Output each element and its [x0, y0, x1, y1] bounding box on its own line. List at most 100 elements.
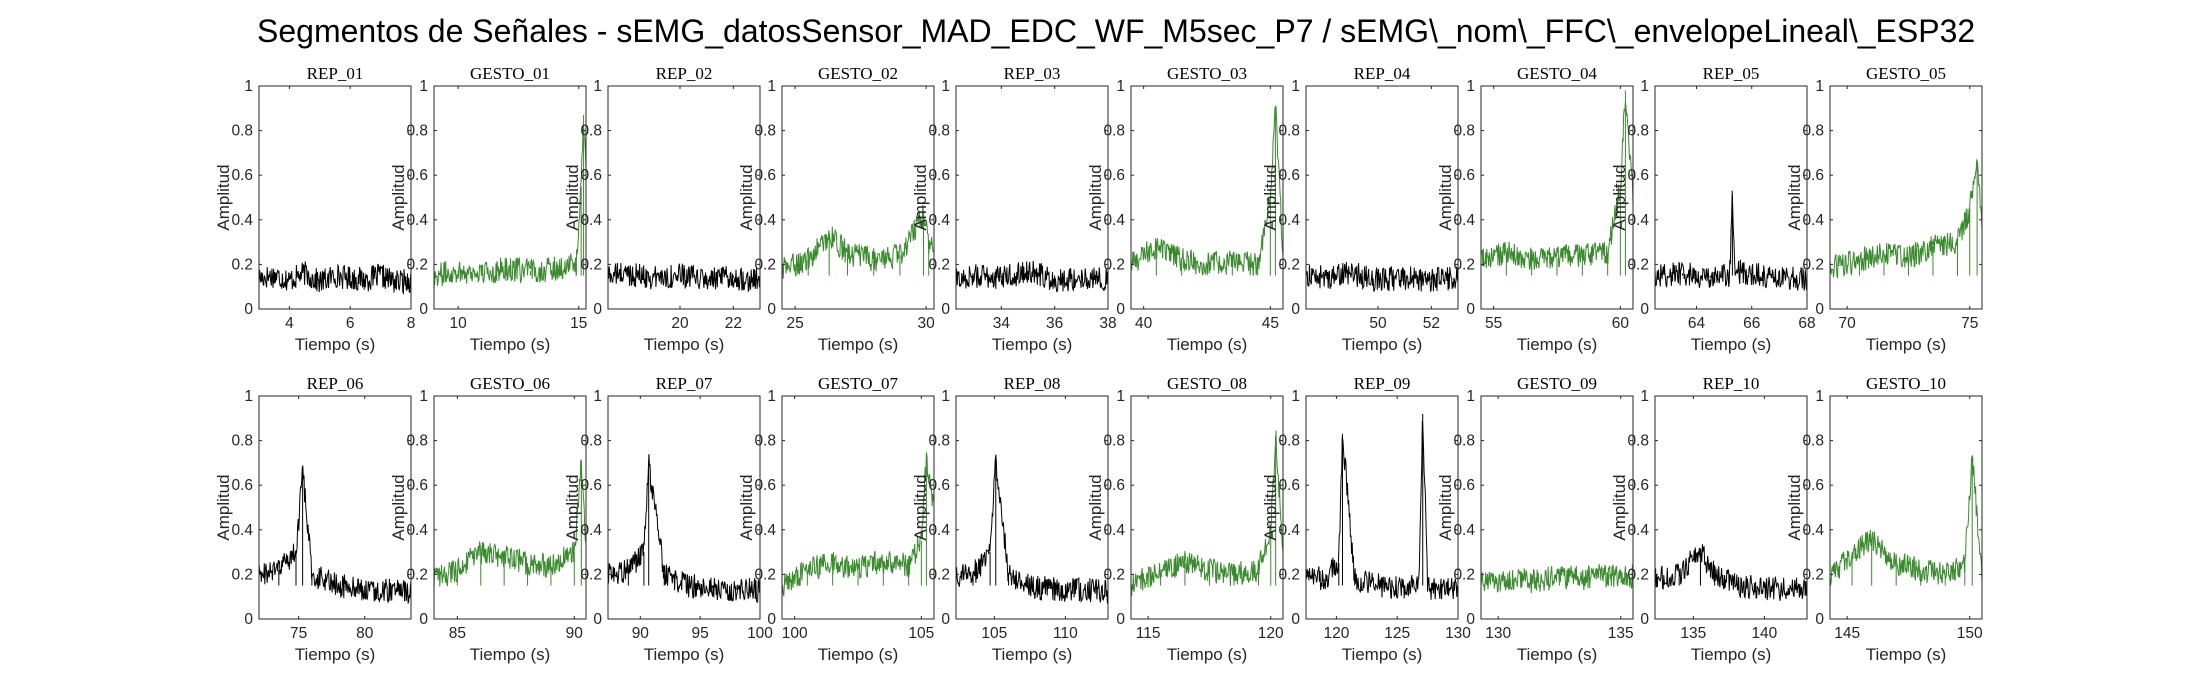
x-axis-label: Tiempo (s) [644, 645, 725, 664]
series-line [1829, 158, 1983, 279]
y-tick-label: 0.8 [1103, 123, 1125, 140]
series-rep [258, 261, 412, 295]
y-tick-label: 0 [1640, 301, 1649, 318]
y-tick-label: 0.4 [928, 522, 950, 539]
y-axis-label: Amplitud [389, 164, 408, 230]
axes-frame [955, 395, 1109, 620]
y-tick-label: 0.4 [1103, 522, 1125, 539]
series-line [1654, 544, 1808, 601]
x-axis-label: Tiempo (s) [818, 645, 899, 664]
subplot-04: REP_03 0 0.2 0.4 0.6 0.8 1 34 36 38 Tiempo (s) Ampl… [911, 64, 1117, 354]
y-tick-label: 0.4 [1278, 522, 1300, 539]
subplot-title: GESTO_04 [1517, 64, 1597, 83]
y-tick-label: 0.4 [928, 212, 950, 229]
y-tick-label: 1 [244, 78, 253, 95]
x-axis-label: Tiempo (s) [1167, 645, 1248, 664]
series-line [258, 261, 412, 295]
x-tick-label: 140 [1751, 625, 1777, 642]
y-tick-label: 0.6 [1627, 477, 1649, 494]
x-tick-label: 15 [570, 315, 587, 332]
y-tick-label: 0.6 [1453, 477, 1475, 494]
y-tick-label: 0.6 [231, 167, 253, 184]
y-tick-label: 0.6 [580, 477, 602, 494]
subplot-title: REP_04 [1354, 64, 1411, 83]
axes-frame [1480, 395, 1634, 620]
y-axis-label: Amplitud [737, 164, 756, 230]
axes-frame [781, 85, 935, 310]
x-tick-label: 100 [782, 625, 808, 642]
y-tick-label: 0.6 [754, 477, 776, 494]
y-tick-label: 0 [941, 611, 950, 628]
figure-title: Segmentos de Señales - sEMG_datosSensor_… [257, 13, 1975, 49]
x-axis-label: Tiempo (s) [1167, 335, 1248, 354]
y-tick-label: 0.2 [1453, 256, 1475, 273]
x-tick-label: 55 [1485, 315, 1502, 332]
y-tick-label: 0.2 [231, 256, 253, 273]
y-tick-label: 0.8 [580, 123, 602, 140]
y-axis-label: Amplitud [1436, 474, 1455, 540]
x-tick-label: 22 [725, 315, 742, 332]
axes-frame [781, 395, 935, 620]
subplot-title: GESTO_01 [470, 64, 550, 83]
y-axis-label: Amplitud [1436, 164, 1455, 230]
subplot-title: GESTO_05 [1866, 64, 1946, 83]
y-tick-label: 0.4 [1627, 212, 1649, 229]
y-tick-label: 1 [941, 78, 950, 95]
y-tick-label: 0 [1291, 611, 1300, 628]
y-tick-label: 1 [767, 78, 776, 95]
x-tick-label: 60 [1612, 315, 1630, 332]
axes-frame [955, 85, 1109, 310]
y-tick-label: 1 [419, 78, 428, 95]
y-tick-label: 0.8 [580, 433, 602, 450]
axes-frame [1305, 85, 1459, 310]
x-axis-label: Tiempo (s) [992, 335, 1073, 354]
y-tick-label: 0.6 [928, 477, 950, 494]
y-tick-label: 0.8 [1103, 433, 1125, 450]
x-axis-label: Tiempo (s) [1342, 335, 1423, 354]
y-tick-label: 0.8 [406, 433, 428, 450]
series-line [1480, 90, 1634, 276]
series-gesto [1829, 158, 1983, 279]
axes-frame [1829, 85, 1983, 310]
y-tick-label: 0.4 [580, 522, 602, 539]
y-tick-label: 0.2 [1278, 566, 1300, 583]
y-tick-label: 0.2 [1103, 256, 1125, 273]
series-gesto [433, 124, 587, 287]
y-axis-label: Amplitud [563, 474, 582, 540]
x-axis-label: Tiempo (s) [644, 335, 725, 354]
x-tick-label: 120 [1258, 625, 1284, 642]
subplot-title: REP_06 [307, 374, 364, 393]
y-tick-label: 0.4 [1802, 212, 1824, 229]
y-tick-label: 0.4 [406, 212, 428, 229]
x-tick-label: 34 [993, 315, 1011, 332]
axes-frame [1480, 85, 1634, 310]
series-gesto [781, 204, 935, 279]
y-tick-label: 1 [1116, 388, 1125, 405]
y-tick-label: 0.6 [1103, 477, 1125, 494]
y-tick-label: 0.8 [1278, 433, 1300, 450]
y-tick-label: 1 [1116, 78, 1125, 95]
x-tick-label: 130 [1485, 625, 1511, 642]
series-rep [258, 465, 412, 604]
subplot-14: REP_08 0 0.2 0.4 0.6 0.8 1 105 110 Tiempo (s) Ampl… [911, 374, 1109, 664]
y-tick-label: 0.6 [406, 477, 428, 494]
axes-frame [433, 395, 587, 620]
y-tick-label: 1 [941, 388, 950, 405]
y-tick-label: 0.4 [1453, 522, 1475, 539]
subplot-07: GESTO_04 0 0.2 0.4 0.6 0.8 1 55 60 Tiempo (s) Ampl… [1436, 64, 1634, 354]
x-tick-label: 52 [1423, 315, 1440, 332]
y-tick-label: 1 [1640, 388, 1649, 405]
x-tick-label: 38 [1099, 315, 1116, 332]
y-tick-label: 0.6 [1278, 167, 1300, 184]
series-rep [955, 260, 1109, 293]
y-tick-label: 1 [1815, 388, 1824, 405]
y-axis-label: Amplitud [1785, 474, 1804, 540]
series-rep [1305, 261, 1459, 293]
y-tick-label: 0.4 [1453, 212, 1475, 229]
y-tick-label: 0 [1116, 301, 1125, 318]
series-rep [1654, 544, 1808, 601]
axes-frame [1305, 395, 1459, 620]
subplot-10: REP_06 0 0.2 0.4 0.6 0.8 1 75 80 Tiempo (s) Amplit… [214, 374, 412, 664]
